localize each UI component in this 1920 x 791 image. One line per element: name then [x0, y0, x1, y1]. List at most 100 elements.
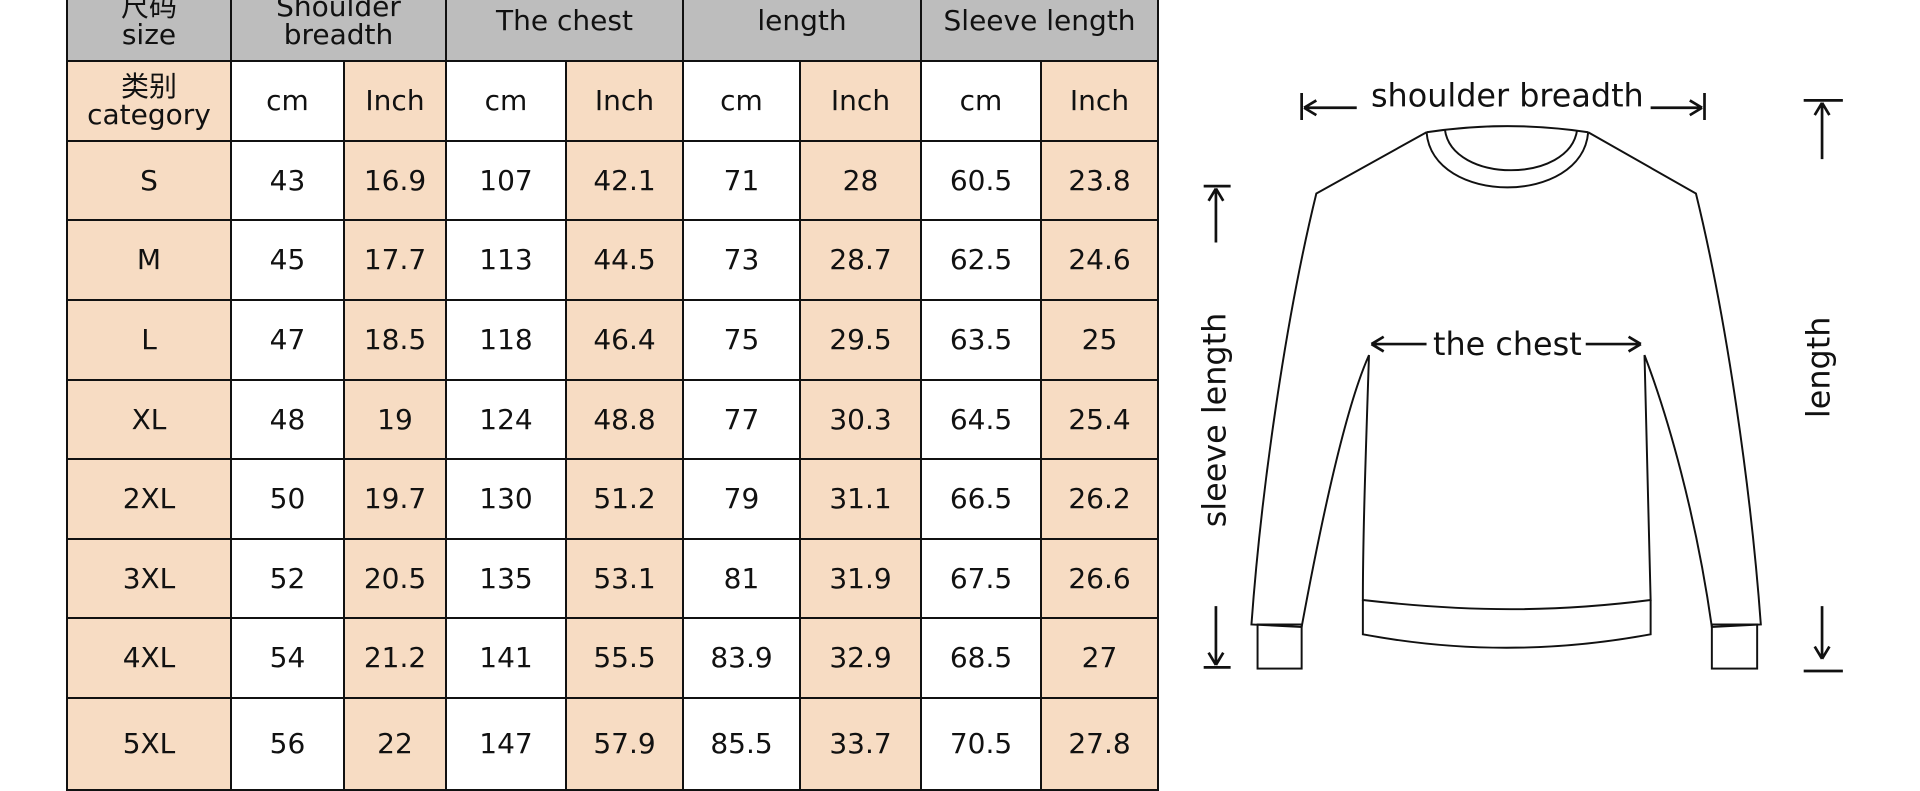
cell-text: 48.8	[593, 402, 656, 436]
value-cell: 26.2	[1040, 458, 1159, 540]
value-cell: 118	[445, 299, 567, 381]
size-table: 尺码 size Shoulder breadth The chest length Slee…	[66, 0, 1159, 791]
cell-text: 16.9	[363, 163, 427, 197]
cell-text: 24.6	[1068, 243, 1131, 276]
cell-text: Inch	[365, 84, 425, 117]
cell-text: 52	[269, 561, 306, 595]
value-cell: 124	[445, 379, 567, 460]
cell-text: XL	[131, 402, 167, 436]
value-cell: 25	[1040, 299, 1159, 381]
cell-text: 66.5	[949, 482, 1013, 515]
value-cell: 43	[230, 140, 345, 221]
cell-text: 28.7	[829, 243, 892, 276]
arrows	[1203, 93, 1843, 673]
cell-text: 53.1	[593, 561, 656, 595]
value-cell: 81	[682, 538, 801, 619]
label-sleeve: sleeve length	[1196, 313, 1234, 528]
value-cell: 53.1	[565, 538, 684, 619]
label-chest: the chest	[1433, 325, 1582, 363]
cell-text: 30.3	[829, 402, 892, 436]
cell-text: 尺码	[120, 0, 177, 23]
cell-text: 113	[479, 243, 533, 276]
cell-text: cm	[484, 84, 528, 117]
cell-text: 81	[723, 561, 760, 595]
cell-text: 83.9	[710, 641, 773, 674]
value-cell: 71	[682, 140, 801, 221]
cell-text: 54	[269, 641, 306, 674]
cell-text: breadth	[283, 17, 394, 51]
cell-text: 63.5	[949, 323, 1013, 356]
cell-text: 44.5	[593, 243, 656, 276]
cell-text: 45	[269, 243, 306, 276]
unit-cell: cm	[682, 60, 801, 142]
cell-text: 147	[479, 727, 533, 760]
cell-text: 21.2	[363, 641, 427, 674]
page: 尺码 size Shoulder breadth The chest length Slee…	[66, 0, 1843, 791]
cell-text: 类别	[120, 70, 177, 103]
cell-text: 51.2	[593, 482, 656, 515]
value-cell: 19	[343, 379, 447, 460]
value-cell: 60.5	[920, 140, 1042, 221]
label-shoulder: shoulder breadth	[1371, 77, 1644, 115]
value-cell: 45	[230, 219, 345, 301]
cell-text: Sleeve length	[943, 3, 1136, 37]
cell-text: 27	[1081, 641, 1118, 674]
value-cell: 79	[682, 458, 801, 540]
value-cell: 24.6	[1040, 219, 1159, 301]
header-cell: length	[682, 0, 922, 62]
unit-cell: Inch	[1040, 60, 1159, 142]
cell-text: 79	[723, 482, 760, 515]
cell-text: 70.5	[949, 727, 1013, 760]
value-cell: 48	[230, 379, 345, 460]
cell-text: 62.5	[949, 243, 1013, 276]
cell-text: 26.6	[1068, 561, 1131, 595]
cell-text: 31.1	[829, 482, 892, 515]
cell-text: 2XL	[122, 482, 176, 515]
cell-text: 26.2	[1068, 482, 1131, 515]
cell-text: 25	[1081, 323, 1118, 356]
cell-text: 25.4	[1068, 402, 1131, 436]
cuff	[1256, 623, 1303, 670]
value-cell: 64.5	[920, 379, 1042, 460]
value-cell: 16.9	[343, 140, 447, 221]
value-cell: 26.6	[1040, 538, 1159, 619]
cuff	[1710, 623, 1759, 670]
cell-text: The chest	[496, 3, 633, 37]
value-cell: 51.2	[565, 458, 684, 540]
cell-text: 55.5	[593, 641, 656, 674]
value-cell: 83.9	[682, 617, 801, 699]
cell-text: 3XL	[122, 561, 176, 595]
cell-text: 130	[479, 482, 533, 515]
value-cell: 63.5	[920, 299, 1042, 381]
collar	[1425, 125, 1590, 189]
value-cell: 18.5	[343, 299, 447, 381]
header-cell: Sleeve length	[920, 0, 1159, 62]
cell-text: 67.5	[949, 561, 1013, 595]
diagram: shoulder breadth the chest sleeve length…	[1196, 77, 1843, 673]
cell-text: cm	[959, 84, 1003, 117]
header-cell: The chest	[445, 0, 684, 62]
cell-text: 43	[269, 163, 306, 197]
cell-text: 5XL	[122, 727, 176, 760]
cell-text: 118	[479, 323, 533, 356]
value-cell: 73	[682, 219, 801, 301]
value-cell: 52	[230, 538, 345, 619]
value-cell: 66.5	[920, 458, 1042, 540]
cell-text: cm	[720, 84, 763, 117]
value-cell: 42.1	[565, 140, 684, 221]
sweater	[1250, 131, 1762, 628]
cell-text: 107	[479, 163, 533, 197]
cell-text: 141	[479, 641, 533, 674]
cell-text: 29.5	[829, 323, 892, 356]
cell-text: 50	[269, 482, 306, 515]
unit-cell: Inch	[343, 60, 447, 142]
unit-cell: cm	[445, 60, 567, 142]
cell-text: 75	[723, 323, 760, 356]
cell-text: 60.5	[949, 163, 1013, 197]
cell-text: 73	[723, 243, 760, 276]
size-cell: L	[66, 299, 232, 381]
cell-text: 56	[269, 727, 306, 760]
cell-text: 19	[377, 402, 413, 436]
value-cell: 30.3	[799, 379, 922, 460]
cell-text: size	[121, 17, 177, 51]
